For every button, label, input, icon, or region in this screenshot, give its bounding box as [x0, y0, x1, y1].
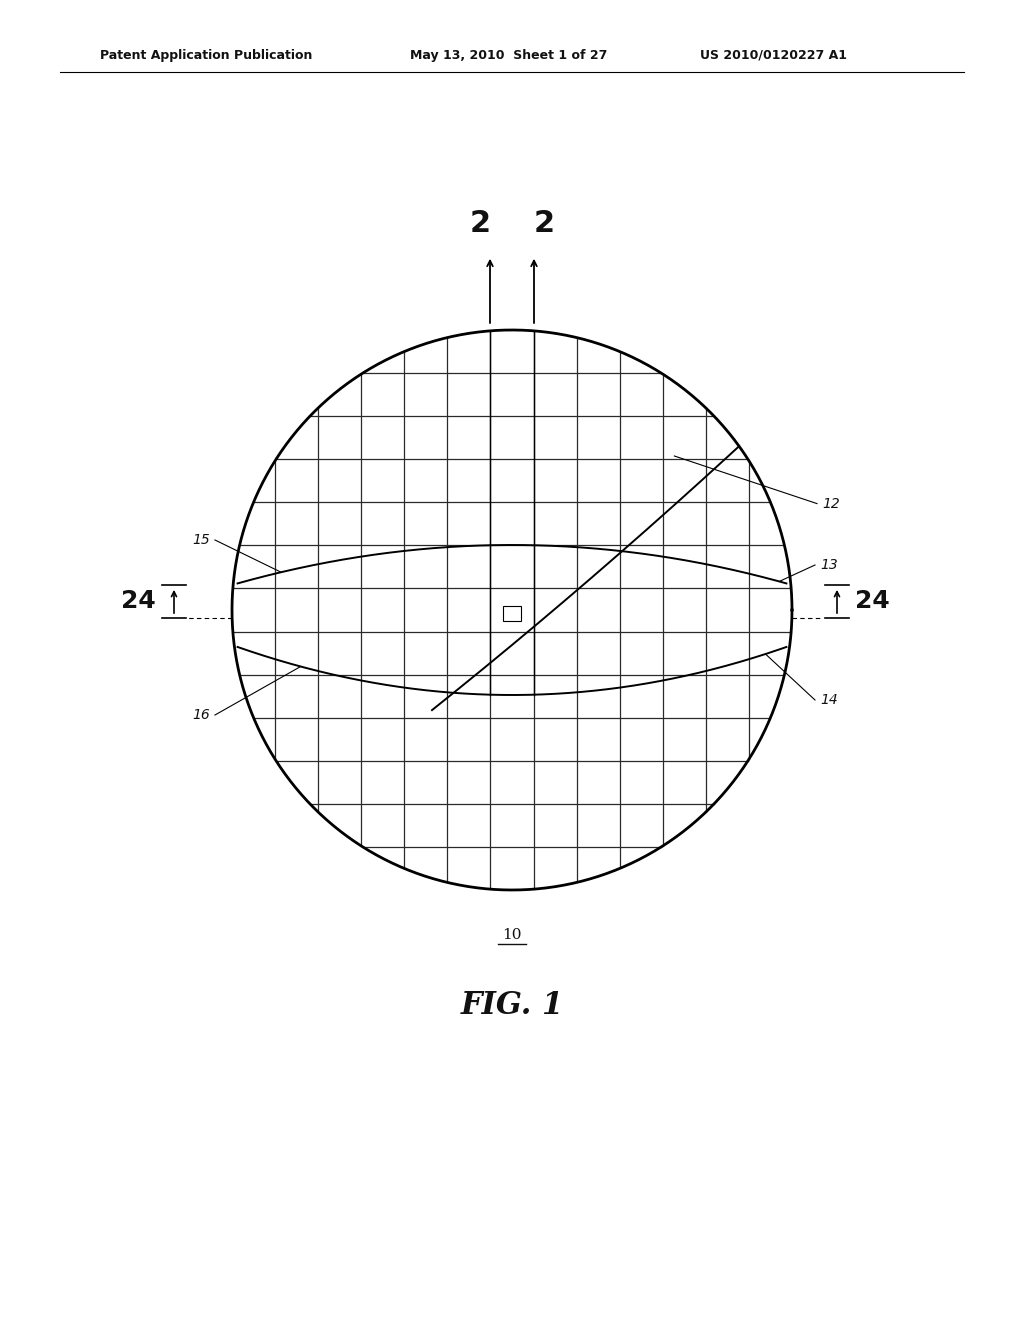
Text: 24: 24: [121, 590, 156, 614]
Text: 2: 2: [469, 209, 490, 238]
Text: Patent Application Publication: Patent Application Publication: [100, 49, 312, 62]
Text: FIG. 1: FIG. 1: [461, 990, 563, 1020]
Text: US 2010/0120227 A1: US 2010/0120227 A1: [700, 49, 847, 62]
Bar: [503, 606, 521, 620]
Text: 10: 10: [502, 928, 522, 942]
Text: 13: 13: [820, 558, 838, 572]
Text: May 13, 2010  Sheet 1 of 27: May 13, 2010 Sheet 1 of 27: [410, 49, 607, 62]
Text: 14: 14: [820, 693, 838, 708]
Text: 16: 16: [193, 708, 210, 722]
Text: 24: 24: [855, 590, 890, 614]
Text: 2: 2: [534, 209, 555, 238]
Text: 15: 15: [193, 533, 210, 546]
Text: 12: 12: [822, 496, 840, 511]
